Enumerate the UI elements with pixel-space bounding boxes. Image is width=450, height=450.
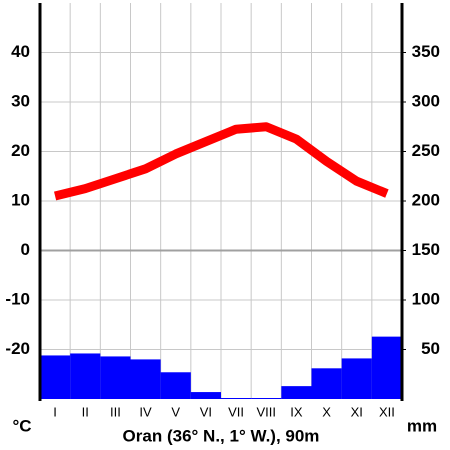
line — [54, 122, 389, 201]
y-tick-label: 10 — [11, 190, 30, 209]
bar — [190, 392, 221, 399]
x-tick-label: VII — [228, 404, 244, 419]
y-tick-label: 40 — [11, 42, 30, 61]
x-tick-label: XI — [351, 404, 363, 419]
y-tick-label: 20 — [11, 141, 30, 160]
x-tick-label: IV — [139, 404, 152, 419]
y2-tick-label: 50 — [421, 339, 440, 358]
bar — [40, 355, 71, 399]
y2-tick-label: 300 — [412, 91, 440, 110]
x-tick-label: II — [82, 404, 89, 419]
x-tick-label: V — [171, 404, 180, 419]
y-tick-label: 0 — [21, 240, 30, 259]
bar — [371, 336, 402, 399]
bar — [130, 359, 161, 399]
x-tick-label: IX — [290, 404, 303, 419]
bar — [281, 386, 312, 399]
bar — [251, 398, 282, 399]
y2-tick-label: 100 — [412, 289, 440, 308]
y-tick-label: -10 — [5, 289, 30, 308]
bar — [341, 358, 372, 399]
y-tick-label: -20 — [5, 339, 30, 358]
x-tick-label: X — [322, 404, 331, 419]
y2-tick-label: 150 — [412, 240, 440, 259]
x-tick-label: VIII — [256, 404, 276, 419]
bar — [311, 368, 342, 399]
bar — [100, 356, 131, 399]
x-tick-label: I — [53, 404, 57, 419]
y2-unit: mm — [407, 416, 437, 435]
bar — [221, 398, 252, 399]
x-tick-label: III — [110, 404, 121, 419]
y-unit: °C — [12, 416, 31, 435]
x-tick-label: XII — [379, 404, 395, 419]
y-tick-label: 30 — [11, 91, 30, 110]
x-axis-label: Oran (36° N., 1° W.), 90m — [123, 426, 320, 445]
bar — [70, 353, 101, 399]
x-tick-label: VI — [200, 404, 212, 419]
y2-tick-label: 250 — [412, 141, 440, 160]
bar — [160, 372, 191, 399]
y2-tick-label: 350 — [412, 42, 440, 61]
y2-tick-label: 200 — [412, 190, 440, 209]
